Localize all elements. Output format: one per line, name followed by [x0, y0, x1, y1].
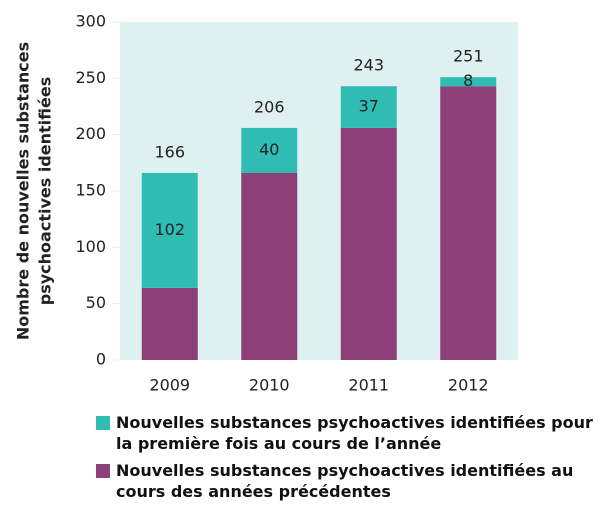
- legend-label: Nouvelles substances psychoactives ident…: [116, 461, 574, 501]
- y-tick-label: 150: [75, 181, 106, 200]
- value-label: 37: [359, 97, 379, 116]
- value-label: 40: [259, 140, 279, 159]
- x-tick-label: 2009: [149, 376, 190, 395]
- bar-segment: [241, 127, 298, 173]
- bar-segment: [440, 86, 497, 360]
- y-label-line: psychoactives identifiées: [36, 77, 55, 305]
- bar-segment: [340, 127, 397, 360]
- x-tick-label: 2011: [348, 376, 389, 395]
- y-label-line: Nombre de nouvelles substances: [14, 42, 33, 340]
- x-tick-label: 2012: [448, 376, 489, 395]
- total-label: 243: [353, 56, 384, 75]
- bar-segment: [241, 172, 298, 360]
- value-label: 8: [463, 71, 473, 90]
- y-tick-label: 100: [75, 237, 106, 256]
- legend: Nouvelles substances psychoactives ident…: [96, 412, 596, 508]
- legend-item: Nouvelles substances psychoactives ident…: [96, 460, 596, 502]
- bar-segment: [141, 172, 198, 288]
- legend-swatch: [96, 416, 110, 430]
- total-label: 206: [254, 97, 285, 116]
- y-tick-label: 250: [75, 68, 106, 87]
- y-tick-label: 50: [86, 293, 106, 312]
- value-label: 102: [154, 220, 185, 239]
- plot: Nombre de nouvelles substances psychoact…: [14, 12, 518, 395]
- y-tick-label: 300: [75, 12, 106, 31]
- y-tick-label: 200: [75, 124, 106, 143]
- bar-segment: [340, 86, 397, 128]
- total-label: 166: [154, 142, 185, 161]
- bar-segment: [440, 77, 497, 87]
- legend-label: Nouvelles substances psychoactives ident…: [116, 413, 593, 453]
- total-label: 251: [453, 47, 484, 66]
- legend-swatch: [96, 464, 110, 478]
- legend-item: Nouvelles substances psychoactives ident…: [96, 412, 596, 454]
- bar-segment: [141, 287, 198, 360]
- x-tick-label: 2010: [249, 376, 290, 395]
- y-axis-label: Nombre de nouvelles substances psychoact…: [14, 42, 55, 340]
- y-tick-label: 0: [96, 350, 106, 369]
